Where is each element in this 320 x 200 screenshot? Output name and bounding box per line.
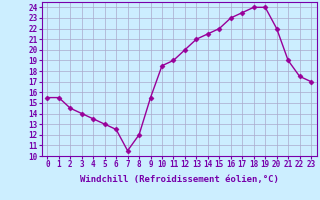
X-axis label: Windchill (Refroidissement éolien,°C): Windchill (Refroidissement éolien,°C) — [80, 175, 279, 184]
